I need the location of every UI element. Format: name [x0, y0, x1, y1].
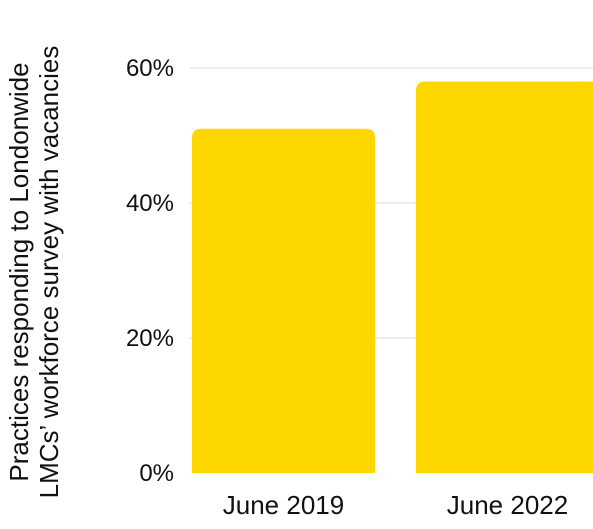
y-axis-label: Practices responding to LondonwideLMCs’ …: [4, 46, 64, 499]
y-axis-label-line: Practices responding to Londonwide: [4, 62, 34, 481]
y-tick-label: 60%: [126, 55, 174, 82]
x-axis-labels: June 2019 June 2022: [223, 490, 568, 520]
x-tick-label: June 2022: [447, 490, 568, 520]
y-tick-label: 0%: [139, 460, 174, 487]
x-tick-label: June 2019: [223, 490, 344, 520]
bar-june-2022: [416, 81, 593, 473]
y-tick-label: 40%: [126, 190, 174, 217]
y-axis-label-line: LMCs’ workforce survey with vacancies: [34, 46, 64, 499]
bar-june-2019: [192, 128, 375, 473]
y-tick-label: 20%: [126, 325, 174, 352]
y-axis-title: Practices responding to LondonwideLMCs’ …: [4, 46, 64, 499]
y-axis-ticks: 0% 20% 40% 60%: [126, 55, 174, 487]
bars: [192, 81, 593, 473]
